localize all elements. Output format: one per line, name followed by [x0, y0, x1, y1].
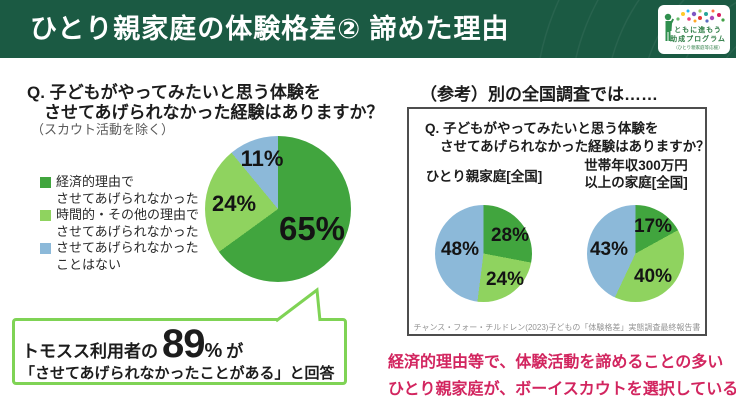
pie-label-economic: 65% — [278, 210, 346, 247]
ref-pie2-title-line2: 以上の家庭[全国] — [584, 175, 688, 190]
legend-label: させてあげられなかった ことはない — [56, 240, 199, 272]
callout-prefix: トモスス利用者の — [22, 342, 158, 361]
question-line2: させてあげられなかった経験はありますか？ — [44, 103, 384, 122]
logo-text-line2: 助成プログラム — [670, 36, 726, 43]
ref-pie1-title: ひとり親家庭[全国] — [425, 169, 543, 184]
pie-label-time-other: 40% — [633, 266, 673, 287]
legend-item-time-other: 時間的・その他の理由で させてあげられなかった — [40, 207, 215, 240]
header-bar: ひとり親家庭の体験格差② 諦めた理由 — [0, 0, 736, 58]
ref-pie-income-300: 17% 40% 43% — [587, 205, 684, 302]
person-icon — [664, 13, 674, 41]
logo-text-line3: （ひとり親家庭等応援） — [673, 45, 723, 50]
legend-swatch-dark-green — [40, 177, 51, 188]
pie-label-economic: 17% — [633, 216, 673, 237]
legend-swatch-blue — [40, 243, 51, 254]
pie-label-none: 43% — [589, 239, 629, 260]
logo-text-line1: ともに進もう — [674, 27, 722, 34]
legend-label: 経済的理由で させてあげられなかった — [56, 174, 199, 206]
reference-heading: （参考）別の全国調査では…… — [420, 85, 658, 104]
legend-item-none: させてあげられなかった ことはない — [40, 240, 215, 273]
confetti-dots-icon — [676, 9, 725, 23]
page-title: ひとり親家庭の体験格差② 諦めた理由 — [30, 14, 510, 44]
ref-pie-single-parent: 28% 24% 48% — [435, 205, 532, 302]
callout-answer-line: 「させてあげられなかったことがある」と回答 — [20, 365, 335, 382]
ref-question-line2: させてあげられなかった経験はありますか？ — [440, 139, 710, 154]
conclusion-line1: 経済的理由等で、体験活動を諦めることの多い — [388, 354, 724, 371]
callout-big-number: 89 — [162, 322, 205, 366]
reference-survey-box: Q. 子どもがやってみたいと思う体験を させてあげられなかった経験はありますか？… — [407, 107, 710, 336]
pie-label-time-other: 24% — [211, 191, 257, 216]
question-note: （スカウト活動を除く） — [31, 122, 175, 137]
ref-pie2-title-line1: 世帯年収300万円 — [584, 158, 688, 173]
program-logo: ともに進もう 助成プログラム （ひとり親家庭等応援） — [658, 5, 730, 54]
legend-label: 時間的・その他の理由で させてあげられなかった — [56, 207, 200, 239]
callout-pointer — [275, 287, 322, 323]
legend-item-economic: 経済的理由で させてあげられなかった — [40, 174, 215, 207]
main-pie-chart: 65% 24% 11% — [205, 136, 351, 282]
source-citation: チャンス・フォー・チルドレン(2023)子どもの「体験格差」実態調査最終報告書 — [413, 323, 701, 332]
conclusion-line2: ひとり親家庭が、ボーイスカウトを選択している。 — [388, 381, 736, 398]
question-line1: Q. 子どもがやってみたいと思う体験を — [27, 83, 321, 102]
callout-stat-line: トモスス利用者の 89 % が — [22, 324, 243, 364]
legend-swatch-light-green — [40, 210, 51, 221]
callout-suffix: が — [226, 342, 244, 361]
pie-label-none: 11% — [240, 146, 284, 171]
ref-question-line1: Q. 子どもがやってみたいと思う体験を — [425, 121, 659, 136]
pie-label-none: 48% — [440, 239, 480, 260]
pie-label-economic: 28% — [490, 225, 530, 246]
logo-text: ともに進もう 助成プログラム （ひとり親家庭等応援） — [658, 26, 730, 51]
callout-percent-sign: % — [204, 340, 223, 362]
result-callout-box — [12, 318, 347, 385]
pie-label-time-other: 24% — [485, 269, 525, 290]
pie-legend: 経済的理由で させてあげられなかった 時間的・その他の理由で させてあげられなかった… — [40, 174, 215, 273]
